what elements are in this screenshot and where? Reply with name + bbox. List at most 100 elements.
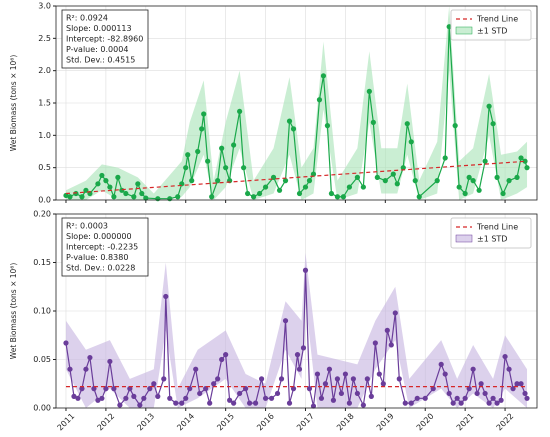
data-point (173, 400, 179, 406)
data-point (290, 386, 297, 392)
data-point (211, 381, 217, 387)
data-point (185, 152, 191, 158)
x-tick-label: 2017 (295, 412, 316, 433)
data-point (179, 400, 185, 406)
data-point (262, 395, 269, 401)
data-point (282, 318, 289, 324)
y-tick-label: 3.0 (38, 2, 51, 11)
data-point (286, 118, 293, 124)
data-point (147, 386, 153, 392)
data-point (63, 192, 69, 199)
data-point (514, 174, 520, 180)
data-point (67, 366, 73, 372)
data-point (502, 353, 508, 360)
data-point (189, 178, 195, 184)
y-tick-label: 0.00 (33, 404, 51, 413)
x-tick-label: 2021 (455, 412, 476, 433)
data-point (250, 194, 257, 200)
data-point (107, 358, 113, 365)
data-point (372, 340, 378, 346)
data-point (360, 184, 366, 190)
data-point (388, 342, 394, 348)
stats-line: Slope: 0.000113 (66, 24, 132, 33)
data-point (155, 196, 161, 202)
y-tick-label: 0.10 (33, 307, 51, 316)
data-point (276, 187, 283, 193)
data-point (237, 390, 243, 397)
panel: 0.00 0.05 0.10 0.15 0.20 2011 2012 2013 2014 2015… (9, 210, 538, 433)
data-point (223, 352, 229, 358)
data-point (466, 386, 472, 392)
data-point (380, 381, 386, 387)
data-point (296, 366, 303, 372)
data-point (458, 400, 464, 406)
data-point (95, 181, 101, 187)
data-point (302, 267, 309, 273)
data-point (83, 366, 89, 372)
data-point (368, 393, 374, 399)
data-point (91, 386, 97, 392)
data-point (127, 386, 133, 392)
data-point (79, 194, 85, 200)
data-point (494, 400, 500, 406)
data-point (274, 390, 281, 397)
y-tick-label: 2.5 (38, 34, 51, 43)
stats-line: P-value: 0.0004 (66, 45, 128, 54)
data-point (414, 395, 420, 401)
data-point (370, 119, 376, 125)
data-point (338, 390, 345, 397)
data-point (522, 158, 528, 164)
data-point (197, 390, 203, 397)
data-point (290, 126, 297, 132)
stats-line: R²: 0.0924 (66, 14, 108, 23)
data-point (75, 395, 81, 401)
data-point (306, 178, 313, 184)
data-point (195, 148, 201, 155)
data-point (498, 397, 504, 403)
data-point (360, 402, 366, 408)
data-point (476, 187, 482, 193)
data-point (163, 293, 169, 300)
legend-swatch (455, 234, 473, 243)
data-point (402, 400, 408, 406)
data-point (155, 393, 161, 399)
data-point (462, 190, 468, 197)
data-point (268, 395, 275, 401)
y-tick-label: 1.5 (38, 99, 51, 108)
data-point (408, 139, 414, 145)
data-point (490, 121, 496, 127)
y-tick-label: 2.0 (38, 66, 51, 75)
data-point (346, 400, 352, 406)
data-point (99, 395, 105, 401)
data-point (328, 190, 335, 197)
data-point (237, 108, 243, 115)
stats-line: Std. Dev.: 0.4515 (66, 56, 135, 65)
data-point (141, 395, 147, 401)
data-point (71, 393, 77, 399)
legend-label: ±1 STD (477, 235, 507, 244)
x-tick-label: 2015 (215, 412, 236, 433)
stats-line: Intercept: -82.8960 (66, 35, 143, 44)
data-point (506, 366, 512, 372)
data-point (167, 395, 173, 401)
data-point (63, 340, 69, 346)
data-point (474, 390, 480, 397)
data-point (87, 354, 93, 361)
data-point (183, 165, 189, 171)
data-point (143, 195, 149, 201)
data-point (382, 178, 388, 184)
x-tick-label: 2011 (56, 412, 77, 433)
legend-label: ±1 STD (477, 27, 507, 36)
data-point (430, 386, 436, 392)
data-point (111, 194, 117, 200)
y-tick-label: 0.05 (33, 355, 51, 364)
data-point (131, 194, 137, 200)
data-point (320, 73, 327, 79)
data-point (95, 397, 101, 403)
data-point (115, 174, 121, 180)
data-point (139, 190, 145, 197)
data-point (446, 24, 452, 30)
panel: 0.0 0.5 1.0 1.5 2.0 2.5 3.0 Wet Biomass (tons ×… (9, 2, 538, 205)
y-tick-label: 0.0 (38, 196, 51, 205)
